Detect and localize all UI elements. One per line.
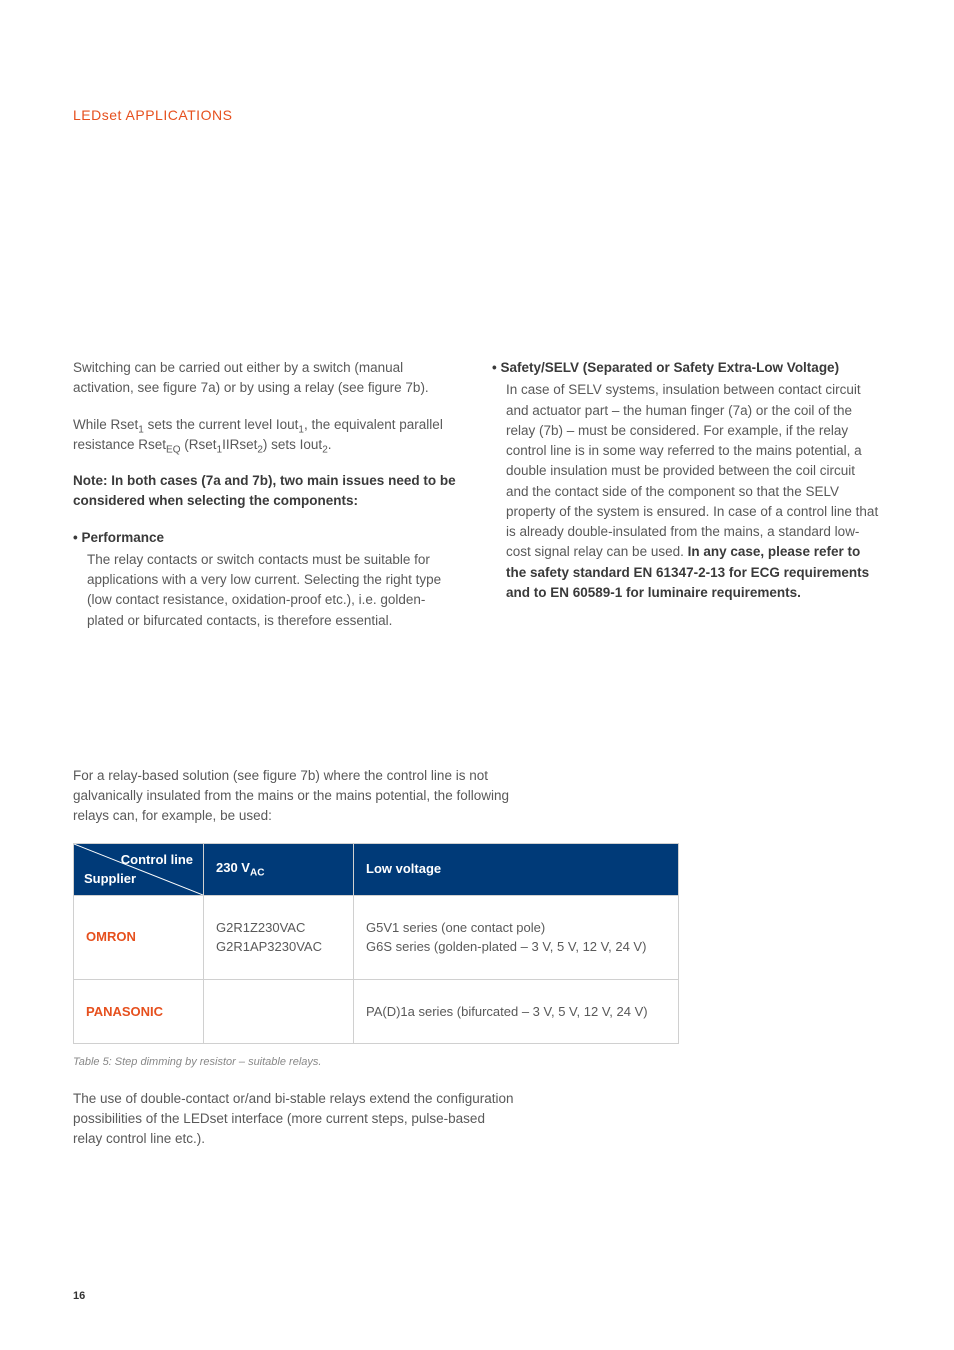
bullet-label: • Performance bbox=[73, 528, 462, 548]
table-cell: PA(D)1a series (bifurcated – 3 V, 5 V, 1… bbox=[354, 979, 679, 1044]
header-bottom-label: Supplier bbox=[84, 869, 136, 889]
table-cell bbox=[204, 979, 354, 1044]
section-header: LEDset APPLICATIONS bbox=[73, 107, 881, 123]
text: ) sets Iout bbox=[263, 437, 322, 452]
page-number: 16 bbox=[73, 1290, 85, 1302]
text: IIRset bbox=[222, 437, 257, 452]
table-cell: G2R1Z230VAC G2R1AP3230VAC bbox=[204, 895, 354, 979]
table-header-row: Control line Supplier 230 VAC Low voltag… bbox=[74, 843, 679, 895]
header-top-label: Control line bbox=[121, 850, 193, 870]
table-cell: G5V1 series (one contact pole) G6S serie… bbox=[354, 895, 679, 979]
table-caption: Table 5: Step dimming by resistor – suit… bbox=[73, 1054, 881, 1071]
table-header-cell: Low voltage bbox=[354, 843, 679, 895]
paragraph: While Rset1 sets the current level Iout1… bbox=[73, 415, 462, 456]
table-row: PANASONIC PA(D)1a series (bifurcated – 3… bbox=[74, 979, 679, 1044]
lower-section: For a relay-based solution (see figure 7… bbox=[73, 766, 881, 1150]
subscript: AC bbox=[250, 867, 264, 878]
relay-table: Control line Supplier 230 VAC Low voltag… bbox=[73, 843, 679, 1045]
text: (Rset bbox=[181, 437, 217, 452]
right-column: • Safety/SELV (Separated or Safety Extra… bbox=[492, 358, 881, 631]
closing-paragraph: The use of double-contact or/and bi-stab… bbox=[73, 1089, 517, 1150]
table-row: OMRON G2R1Z230VAC G2R1AP3230VAC G5V1 ser… bbox=[74, 895, 679, 979]
supplier-cell: PANASONIC bbox=[74, 979, 204, 1044]
text: In case of SELV systems, insulation betw… bbox=[506, 382, 878, 559]
text: . bbox=[328, 437, 332, 452]
table-header-diagonal: Control line Supplier bbox=[74, 843, 204, 895]
subscript: EQ bbox=[166, 444, 180, 455]
supplier-cell: OMRON bbox=[74, 895, 204, 979]
paragraph: Switching can be carried out either by a… bbox=[73, 358, 462, 399]
text: While Rset bbox=[73, 417, 138, 432]
two-column-content: Switching can be carried out either by a… bbox=[73, 358, 881, 631]
text: 230 V bbox=[216, 860, 250, 875]
bullet-body: In case of SELV systems, insulation betw… bbox=[492, 380, 881, 603]
bullet-item: • Safety/SELV (Separated or Safety Extra… bbox=[492, 358, 881, 603]
bullet-label: • Safety/SELV (Separated or Safety Extra… bbox=[492, 358, 881, 378]
bullet-body: The relay contacts or switch contacts mu… bbox=[73, 550, 462, 631]
table-header-cell: 230 VAC bbox=[204, 843, 354, 895]
left-column: Switching can be carried out either by a… bbox=[73, 358, 462, 631]
note-paragraph: Note: In both cases (7a and 7b), two mai… bbox=[73, 471, 462, 512]
text: sets the current level Iout bbox=[144, 417, 299, 432]
bullet-item: • Performance The relay contacts or swit… bbox=[73, 528, 462, 631]
table-body: OMRON G2R1Z230VAC G2R1AP3230VAC G5V1 ser… bbox=[74, 895, 679, 1044]
paragraph: For a relay-based solution (see figure 7… bbox=[73, 766, 517, 827]
